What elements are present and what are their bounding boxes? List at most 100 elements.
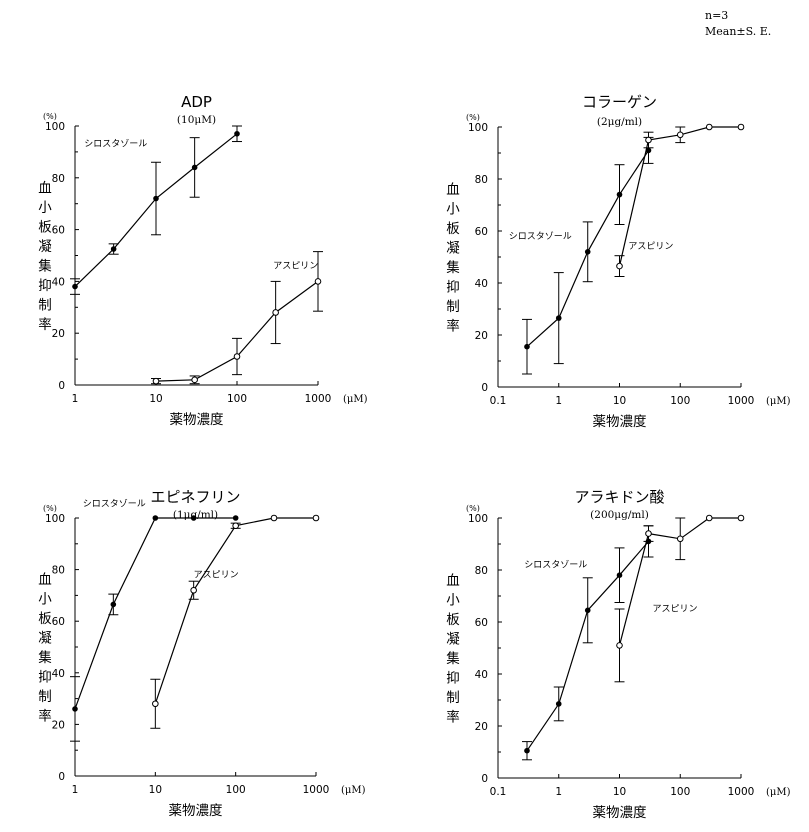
y-tick-label: 0 (481, 382, 488, 394)
data-point (645, 530, 652, 537)
x-tick-label: 10 (149, 393, 162, 405)
x-tick-label: 1 (555, 395, 562, 407)
x-unit-label: (μM) (343, 394, 368, 405)
series-cilostazol: シロスタゾール (509, 136, 654, 375)
x-axis-label: 薬物濃度 (169, 803, 223, 819)
x-tick-label: 1 (72, 393, 79, 405)
data-point (190, 515, 197, 521)
series-label: アスピリン (653, 604, 698, 615)
y-tick-label: 100 (468, 122, 488, 134)
data-point (524, 747, 530, 754)
y-tick-label: 20 (52, 328, 65, 340)
data-point (737, 123, 745, 131)
y-tick-label: 100 (468, 513, 488, 525)
y-unit-label: (%) (466, 113, 480, 122)
data-point (72, 706, 78, 712)
y-tick-label: 60 (475, 226, 488, 238)
y-tick-label: 20 (475, 330, 488, 342)
y-unit-label: (%) (43, 112, 57, 121)
y-tick-label: 80 (475, 174, 488, 186)
data-point (153, 195, 159, 202)
data-point (232, 515, 239, 521)
data-point (314, 278, 322, 285)
series-aspirin: アスピリン (150, 514, 320, 729)
data-point (110, 601, 117, 608)
x-tick-label: 1 (555, 786, 562, 798)
series-label: シロスタゾール (509, 231, 572, 242)
data-point (616, 572, 623, 578)
y-axis-label: 血小板凝集抑制率 (446, 573, 460, 726)
mean-se-label: Mean±S. E. (705, 25, 772, 38)
series-cilostazol: シロスタゾール (70, 125, 242, 295)
statistics-note: n=3 Mean±S. E. (705, 8, 771, 40)
data-point (191, 164, 198, 171)
chart-title: コラーゲン (582, 93, 657, 111)
x-tick-label: 1000 (728, 395, 755, 407)
data-point (705, 514, 713, 522)
data-point (737, 514, 745, 522)
x-tick-label: 0.1 (490, 786, 507, 798)
series-label: アスピリン (628, 241, 673, 252)
data-point (152, 515, 159, 521)
series-aspirin: アスピリン (151, 251, 323, 385)
data-point (234, 130, 240, 137)
data-point (705, 123, 713, 131)
data-point (190, 586, 197, 594)
data-point (272, 309, 279, 316)
data-point (616, 642, 623, 649)
data-point (645, 136, 652, 144)
chart-title: エピネフリン (150, 488, 240, 506)
y-tick-label: 40 (475, 669, 488, 681)
y-tick-label: 60 (52, 616, 65, 628)
data-point (312, 514, 320, 522)
y-unit-label: (%) (43, 504, 57, 513)
x-unit-label: (μM) (341, 785, 366, 796)
sample-size-label: n=3 (705, 9, 729, 22)
x-tick-label: 10 (149, 784, 162, 796)
x-tick-label: 1000 (305, 393, 332, 405)
data-point (233, 353, 241, 360)
x-unit-label: (μM) (766, 787, 791, 798)
data-point (152, 700, 159, 708)
y-axis-label: 血小板凝集抑制率 (38, 180, 52, 333)
y-tick-label: 80 (475, 565, 488, 577)
series-cilostazol: シロスタゾール (70, 498, 239, 742)
series-label: シロスタゾール (84, 139, 147, 150)
data-point (524, 343, 530, 350)
data-point (645, 147, 652, 154)
x-axis-label: 薬物濃度 (593, 414, 647, 430)
x-tick-label: 10 (613, 786, 626, 798)
y-tick-label: 80 (52, 173, 65, 185)
x-tick-label: 0.1 (490, 395, 507, 407)
data-point (616, 191, 623, 198)
data-point (555, 315, 562, 321)
data-point (584, 607, 591, 614)
y-tick-label: 60 (52, 225, 65, 237)
y-tick-label: 80 (52, 565, 65, 577)
y-tick-label: 0 (58, 380, 65, 392)
x-tick-label: 100 (670, 395, 690, 407)
y-tick-label: 40 (475, 278, 488, 290)
y-tick-label: 100 (45, 121, 65, 133)
x-tick-label: 100 (226, 784, 246, 796)
x-tick-label: 100 (670, 786, 690, 798)
data-point (555, 701, 562, 707)
chart-title: アラキドン酸 (574, 488, 664, 506)
series-aspirin: アスピリン (614, 123, 745, 277)
data-point (72, 283, 78, 290)
series-line (154, 517, 316, 704)
y-axis-label: 血小板凝集抑制率 (38, 572, 52, 725)
data-point (191, 376, 198, 384)
x-tick-label: 1000 (728, 786, 755, 798)
data-point (232, 522, 239, 530)
y-tick-label: 20 (52, 719, 65, 731)
x-tick-label: 100 (227, 393, 247, 405)
data-point (676, 131, 684, 139)
y-tick-label: 0 (481, 773, 488, 785)
y-tick-label: 40 (52, 668, 65, 680)
x-tick-label: 1000 (303, 784, 330, 796)
chart-subtitle: (200μg/ml) (590, 509, 649, 521)
